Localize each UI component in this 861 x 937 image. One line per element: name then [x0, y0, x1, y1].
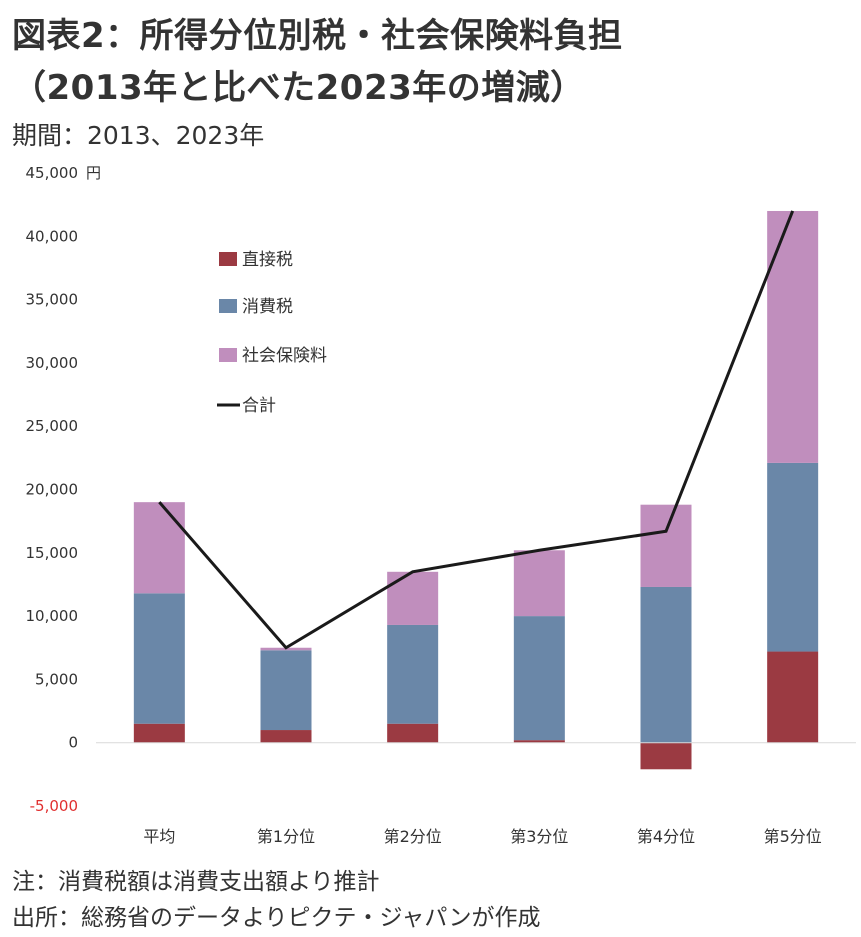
bar-social-insurance: [387, 571, 439, 625]
stacked-bar-chart: -5,000 0 5,000 10,000 15,000 20,000 25,000 30,0…: [26, 164, 856, 846]
bar-consumption-tax: [640, 586, 692, 743]
legend-swatch: [219, 252, 237, 266]
bars: [133, 210, 819, 770]
y-tick-label: 5,000: [35, 670, 78, 688]
legend-label: 直接税: [242, 250, 293, 270]
legend-label: 社会保険料: [242, 346, 327, 366]
bar-direct-tax: [133, 723, 185, 743]
y-tick-label: -5,000: [30, 797, 78, 815]
y-tick-label: 40,000: [26, 227, 79, 245]
bar-consumption-tax: [387, 624, 439, 724]
y-axis: -5,000 0 5,000 10,000 15,000 20,000 25,000 30,0…: [26, 164, 102, 815]
legend-swatch: [219, 299, 237, 313]
x-category-label: 平均: [143, 827, 175, 846]
bar-social-insurance: [640, 504, 692, 587]
y-tick-label: 30,000: [26, 354, 79, 372]
chart-subtitle: 期間：2013、2023年: [12, 121, 265, 150]
y-tick-label: 15,000: [26, 544, 79, 562]
y-tick-label: 10,000: [26, 607, 79, 625]
source-note: 出所：総務省のデータよりピクテ・ジャパンが作成: [12, 905, 541, 931]
bar-consumption-tax: [513, 616, 565, 741]
bar-direct-tax: [767, 651, 819, 743]
chart-title-line1: 図表2：所得分位別税・社会保険料負担: [12, 16, 623, 56]
legend-label: 合計: [242, 396, 276, 416]
bar-social-insurance: [133, 502, 185, 594]
x-category-label: 第1分位: [257, 827, 315, 846]
legend-label: 消費税: [242, 297, 293, 317]
y-tick-label: 0: [68, 734, 78, 752]
x-category-label: 第5分位: [764, 827, 822, 846]
y-unit-label: 円: [86, 164, 101, 182]
y-tick-label: 35,000: [26, 291, 79, 309]
total-line: [158, 210, 795, 650]
legend-swatch: [219, 348, 237, 362]
footnote: 注：消費税額は消費支出額より推計: [12, 869, 380, 895]
bar-direct-tax: [513, 740, 565, 743]
x-category-label: 第2分位: [384, 827, 442, 846]
bar-direct-tax: [260, 730, 312, 743]
total-line-path: [158, 210, 795, 650]
x-category-label: 第4分位: [637, 827, 695, 846]
bar-consumption-tax: [260, 650, 312, 731]
bar-social-insurance: [513, 550, 565, 617]
bar-consumption-tax: [767, 462, 819, 652]
chart-title-line2: （2013年と比べた2023年の増減）: [12, 68, 585, 108]
y-tick-label: 45,000: [26, 164, 79, 182]
y-tick-label: 25,000: [26, 417, 79, 435]
bar-direct-tax: [640, 742, 692, 770]
bar-consumption-tax: [133, 593, 185, 724]
x-axis: 平均 第1分位 第2分位 第3分位 第4分位 第5分位: [96, 742, 856, 846]
y-tick-label: 20,000: [26, 481, 79, 499]
bar-direct-tax: [387, 723, 439, 743]
bar-social-insurance: [767, 210, 819, 463]
x-category-label: 第3分位: [510, 827, 568, 846]
